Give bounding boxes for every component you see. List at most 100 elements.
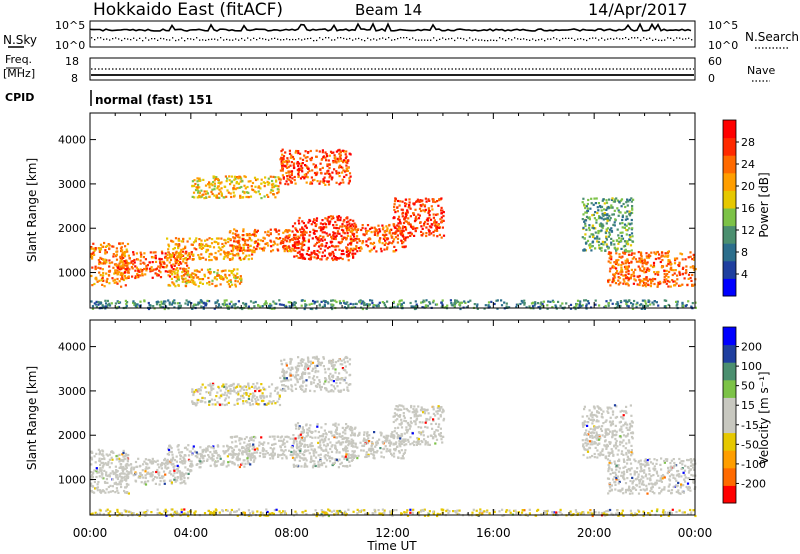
power-cell xyxy=(275,180,278,183)
power-cell xyxy=(387,242,390,246)
power-cell xyxy=(641,284,644,287)
power-cell xyxy=(137,269,140,272)
power-cell xyxy=(185,282,188,285)
power-cell xyxy=(606,245,609,248)
velocity-cell xyxy=(150,462,153,465)
power-cell xyxy=(441,226,444,229)
velocity-cell xyxy=(318,435,322,438)
power-cell xyxy=(331,176,334,179)
power-cell xyxy=(315,253,318,256)
power-cell xyxy=(212,246,216,249)
power-cell xyxy=(367,303,370,306)
power-cell xyxy=(248,254,251,257)
power-cell xyxy=(621,237,625,240)
power-cell xyxy=(242,302,245,305)
velocity-cell xyxy=(95,452,98,455)
power-cell xyxy=(638,283,641,287)
velocity-cell xyxy=(269,457,272,460)
velocity-cell xyxy=(299,433,302,436)
velocity-cell xyxy=(124,475,127,478)
velocity-cell xyxy=(384,445,387,448)
power-cell xyxy=(609,299,612,302)
power-cell xyxy=(108,247,111,251)
velocity-cell xyxy=(243,437,246,441)
power-cell xyxy=(250,307,253,310)
power-cell xyxy=(98,248,101,251)
power-cell xyxy=(252,188,255,192)
power-cell xyxy=(632,272,635,275)
power-cell xyxy=(222,196,225,199)
power-cell xyxy=(273,242,276,245)
power-cell xyxy=(338,148,341,151)
power-cell xyxy=(408,198,411,201)
velocity-cell xyxy=(211,453,214,456)
power-cell xyxy=(642,305,645,308)
power-cell xyxy=(97,300,100,304)
velocity-cell xyxy=(94,487,97,490)
power-cell xyxy=(293,242,296,245)
power-cell xyxy=(339,164,342,167)
power-cell xyxy=(361,240,364,243)
power-cell xyxy=(201,243,204,246)
power-cell xyxy=(693,256,696,259)
power-cell xyxy=(233,276,236,279)
power-cell xyxy=(631,211,634,214)
power-cell xyxy=(298,236,301,239)
power-cell xyxy=(191,184,194,187)
power-cell xyxy=(337,160,340,163)
power-cell xyxy=(101,262,104,265)
velocity-cell xyxy=(232,452,235,455)
power-cell xyxy=(417,213,420,216)
power-cell xyxy=(265,302,268,305)
power-cell xyxy=(117,305,121,309)
velocity-cell xyxy=(341,426,344,429)
power-cell xyxy=(243,175,246,178)
power-cell xyxy=(233,240,236,243)
power-cell xyxy=(623,299,626,302)
power-cell xyxy=(240,277,243,280)
velocity-cell xyxy=(300,438,303,441)
power-cell xyxy=(105,302,108,305)
velocity-cell xyxy=(263,455,266,458)
power-cell xyxy=(355,246,358,249)
power-cell xyxy=(287,229,290,232)
power-cell xyxy=(605,229,608,232)
velocity-cell xyxy=(335,432,338,435)
power-cell xyxy=(337,227,340,230)
power-cell xyxy=(90,247,93,250)
velocity-cell xyxy=(118,481,121,484)
power-cell xyxy=(348,222,351,225)
power-cell xyxy=(284,151,287,154)
velocity-cell xyxy=(127,472,130,476)
velocity-cell xyxy=(167,460,170,463)
noise-search-point xyxy=(193,38,195,41)
noise-search-point xyxy=(223,39,225,41)
power-cell xyxy=(581,236,584,239)
power-cell xyxy=(675,300,678,303)
noise-search-point xyxy=(490,39,492,41)
velocity-cell xyxy=(97,471,101,474)
velocity-cell xyxy=(322,440,325,443)
power-cell xyxy=(464,301,467,304)
power-cell xyxy=(592,213,595,216)
power-cell xyxy=(182,247,185,250)
velocity-cell xyxy=(385,450,388,453)
power-cell xyxy=(188,252,191,255)
power-cell xyxy=(624,211,627,214)
velocity-cell xyxy=(296,422,300,425)
power-cell xyxy=(645,278,648,281)
velocity-cell xyxy=(191,447,195,450)
power-cell xyxy=(315,149,318,152)
velocity-cell xyxy=(321,438,324,441)
power-cell xyxy=(440,206,443,209)
power-cell xyxy=(192,241,196,244)
power-cell xyxy=(148,267,151,270)
power-cell xyxy=(430,223,433,226)
power-cell xyxy=(251,181,255,185)
velocity-cell xyxy=(341,437,344,441)
power-cell xyxy=(349,247,352,250)
power-cell xyxy=(371,226,374,229)
noise-search-point xyxy=(163,38,165,40)
power-cell xyxy=(115,258,119,261)
noise-search-point xyxy=(274,37,276,39)
